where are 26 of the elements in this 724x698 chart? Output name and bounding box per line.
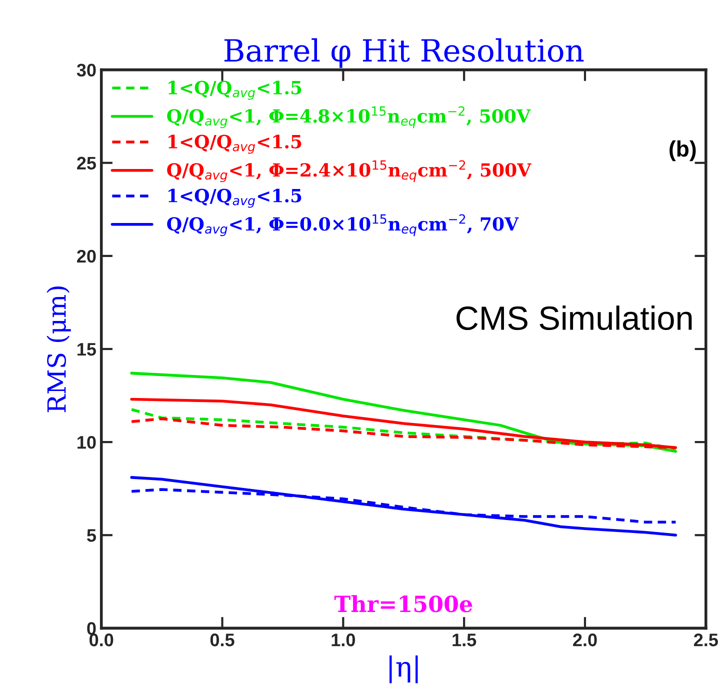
y-tick-label: 5 <box>87 529 96 542</box>
y-tick-label: 10 <box>78 436 96 449</box>
x-tick-label: 2.5 <box>694 634 718 646</box>
text: Q/Q$_{avg}$<1, Φ=4.8×10$^{15}$n$_{eq}$cm$^{−2}$, 500V <box>167 106 531 128</box>
text: Q/Q$_{avg}$<1, Φ=0.0×10$^{15}$n$_{eq}$cm$^{−2}$, 70V <box>167 214 519 236</box>
annotation: Thr=1500e <box>334 595 472 612</box>
x-tick-label: 0.0 <box>90 634 114 646</box>
y-axis-title: RMS (μm) <box>46 286 71 412</box>
x-axis-title: |η| <box>390 655 418 684</box>
chart-title: Barrel φ Hit Resolution <box>224 38 584 68</box>
x-tick-label: 1.0 <box>332 634 355 646</box>
x-tick-label: 1.5 <box>452 634 476 646</box>
x-tick-label: 0.5 <box>210 634 234 646</box>
annotation: (b) <box>670 140 696 162</box>
y-tick-label: 30 <box>76 64 96 77</box>
y-tick-label: 15 <box>78 343 96 356</box>
legend-label: 1<Q/Q$_{avg}$<1.5 <box>168 80 302 100</box>
line-series <box>130 476 678 537</box>
x-tick-label: 2.0 <box>573 634 597 646</box>
text: Q/Q$_{avg}$<1, Φ=2.4×10$^{15}$n$_{eq}$cm$^{−2}$, 500V <box>167 160 532 182</box>
y-tick-label: 25 <box>77 156 96 170</box>
annotation: CMS Simulation <box>456 306 692 330</box>
y-tick-label: 0 <box>87 622 96 635</box>
legend-label: 1<Q/Q$_{avg}$<1.5 <box>168 188 302 208</box>
y-tick-label: 20 <box>77 250 96 263</box>
legend-label: 1<Q/Q$_{avg}$<1.5 <box>168 134 302 154</box>
